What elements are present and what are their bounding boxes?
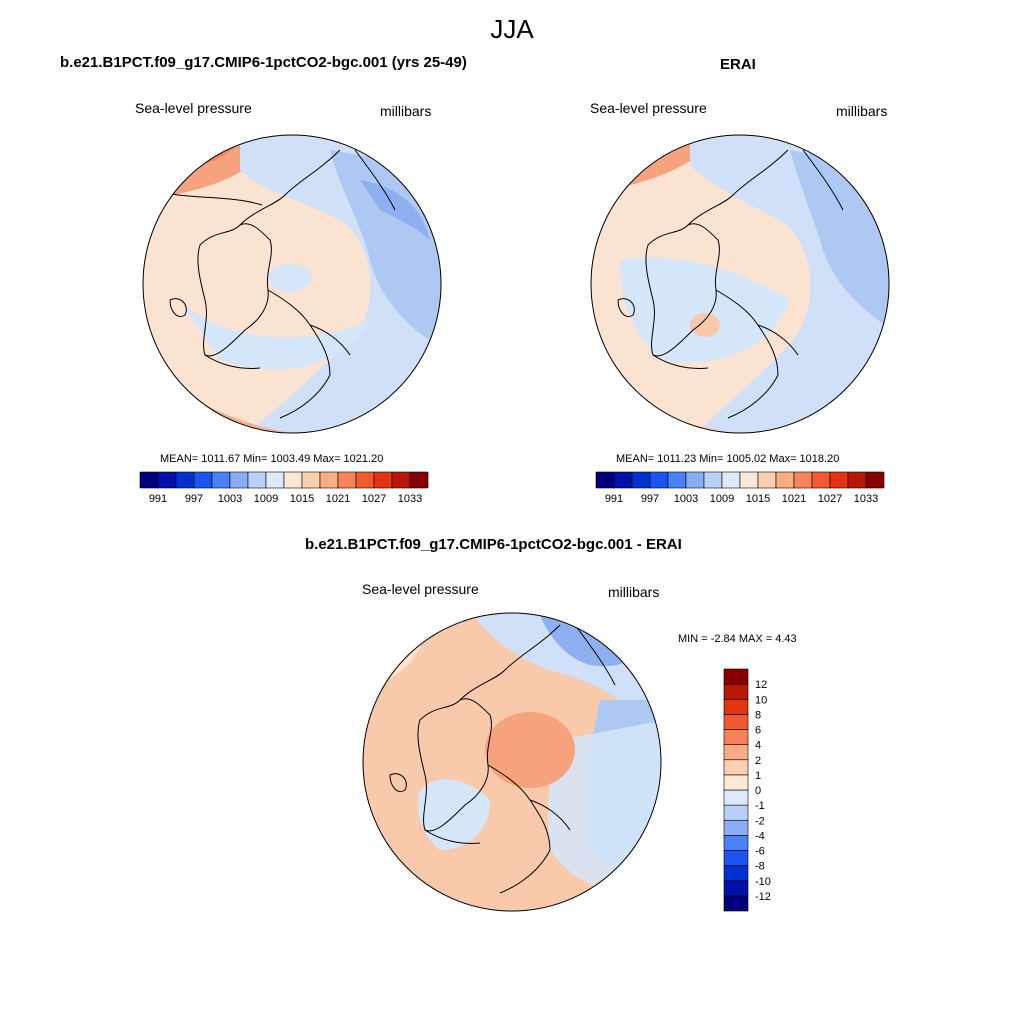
obs-colorbar-swatch: [685, 471, 705, 489]
obs-colorbar-swatch: [613, 471, 633, 489]
obs-colorbar-swatch: [721, 471, 741, 489]
obs-colorbar-tick-label: 991: [605, 493, 623, 505]
obs-colorbar-tick-label: 1033: [854, 493, 878, 505]
obs-colorbar-swatch: [649, 471, 669, 489]
model-stats: MEAN= 1011.67 Min= 1003.49 Max= 1021.20: [160, 453, 384, 465]
obs-colorbar-swatch: [703, 471, 723, 489]
model-colorbar-swatch: [355, 471, 375, 489]
obs-colorbar-tick-label: 997: [641, 493, 659, 505]
model-units-label: millibars: [380, 103, 432, 119]
model-colorbar-tick-label: 1003: [218, 493, 242, 505]
model-colorbar-swatch: [139, 471, 159, 489]
obs-variable-label: Sea-level pressure: [590, 100, 707, 116]
obs-colorbar-tick-label: 1015: [746, 493, 770, 505]
obs-panel-title: ERAI: [720, 56, 756, 73]
obs-colorbar-swatch: [865, 471, 885, 489]
model-colorbar-swatch: [193, 471, 213, 489]
model-colorbar-swatch: [211, 471, 231, 489]
model-colorbar-tick-label: 1015: [290, 493, 314, 505]
obs-colorbar-swatch: [595, 471, 615, 489]
diff-colorbar-tick-label: 6: [755, 725, 761, 737]
diff-colorbar-swatch: [723, 698, 749, 715]
obs-colorbar-tick-label: 1021: [782, 493, 806, 505]
diff-colorbar-tick-label: 10: [755, 694, 767, 706]
obs-colorbar: 991 997 1003 1009 1015 1021 1027 1033: [595, 471, 885, 505]
diff-colorbar-swatch: [723, 729, 749, 745]
diff-colorbar-tick-label: -6: [755, 846, 765, 858]
obs-colorbar-swatch: [775, 471, 795, 489]
diff-colorbar-swatch: [723, 668, 749, 685]
model-colorbar-tick-label: 1021: [326, 493, 350, 505]
diff-colorbar-swatch: [723, 835, 749, 851]
model-colorbar-swatch: [337, 471, 357, 489]
diff-colorbar-tick-label: 12: [755, 679, 767, 691]
obs-colorbar-swatch: [811, 471, 831, 489]
model-colorbar: 991 997 1003 1009 1015 1021 1027 1033: [139, 471, 429, 505]
model-colorbar-swatch: [265, 471, 285, 489]
obs-colorbar-tick-label: 1003: [674, 493, 698, 505]
model-colorbar-swatch: [247, 471, 267, 489]
diff-colorbar-swatch: [723, 819, 749, 836]
diff-colorbar-swatch: [723, 804, 749, 821]
diff-colorbar-tick-label: -2: [755, 815, 765, 827]
diff-colorbar-swatch: [723, 759, 749, 776]
diff-colorbar-tick-label: 2: [755, 755, 761, 767]
obs-stats: MEAN= 1011.23 Min= 1005.02 Max= 1018.20: [616, 453, 840, 465]
diff-colorbar-tick-label: -12: [755, 891, 771, 903]
diff-panel-title: b.e21.B1PCT.f09_g17.CMIP6-1pctCO2-bgc.00…: [305, 536, 682, 553]
diff-colorbar-swatch: [723, 714, 749, 730]
obs-colorbar-swatch: [739, 471, 759, 489]
diff-polar-map: [362, 612, 662, 912]
obs-colorbar-tick-label: 1027: [818, 493, 842, 505]
obs-colorbar-tick-label: 1009: [710, 493, 734, 505]
obs-colorbar-swatch: [847, 471, 867, 489]
diff-colorbar-swatch: [723, 744, 749, 761]
diff-variable-label: Sea-level pressure: [362, 581, 479, 597]
diff-colorbar-tick-label: 4: [755, 740, 761, 752]
diff-colorbar-tick-label: 1: [755, 770, 761, 782]
diff-colorbar-tick-label: 8: [755, 709, 761, 721]
diff-stats: MIN = -2.84 MAX = 4.43: [678, 633, 797, 645]
obs-colorbar-swatch: [829, 471, 849, 489]
model-colorbar-swatch: [373, 471, 393, 489]
diff-colorbar-swatch: [723, 895, 749, 912]
diff-colorbar-swatch: [723, 683, 749, 700]
diff-colorbar-tick-label: -8: [755, 861, 765, 873]
model-polar-map: [142, 134, 442, 434]
obs-units-label: millibars: [836, 103, 888, 119]
model-colorbar-tick-label: 997: [185, 493, 203, 505]
diff-colorbar-swatch: [723, 865, 749, 882]
model-colorbar-swatch: [229, 471, 249, 489]
obs-colorbar-swatch: [631, 471, 651, 489]
model-panel-title: b.e21.B1PCT.f09_g17.CMIP6-1pctCO2-bgc.00…: [60, 54, 467, 71]
obs-polar-map: [590, 134, 890, 434]
model-colorbar-swatch: [283, 471, 303, 489]
obs-colorbar-swatch: [793, 471, 813, 489]
model-colorbar-tick-label: 991: [149, 493, 167, 505]
diff-colorbar-swatch: [723, 789, 749, 806]
diff-units-label: millibars: [608, 584, 660, 600]
model-colorbar-swatch: [391, 471, 411, 489]
diff-colorbar-tick-label: -10: [755, 876, 771, 888]
model-colorbar-swatch: [409, 471, 429, 489]
obs-colorbar-swatch: [667, 471, 687, 489]
season-title: JJA: [490, 14, 534, 44]
diff-colorbar-swatch: [723, 850, 749, 866]
model-colorbar-swatch: [157, 471, 177, 489]
diff-colorbar-swatch: [723, 880, 749, 897]
model-colorbar-tick-label: 1009: [254, 493, 278, 505]
diff-colorbar-swatch: [723, 774, 749, 791]
model-colorbar-swatch: [301, 471, 321, 489]
model-colorbar-swatch: [319, 471, 339, 489]
diff-colorbar-tick-label: -1: [755, 800, 765, 812]
model-variable-label: Sea-level pressure: [135, 100, 252, 116]
model-colorbar-tick-label: 1027: [362, 493, 386, 505]
obs-colorbar-swatch: [757, 471, 777, 489]
diff-colorbar-tick-label: -4: [755, 830, 765, 842]
diff-colorbar-tick-label: 0: [755, 785, 761, 797]
model-colorbar-swatch: [175, 471, 195, 489]
model-colorbar-tick-label: 1033: [398, 493, 422, 505]
